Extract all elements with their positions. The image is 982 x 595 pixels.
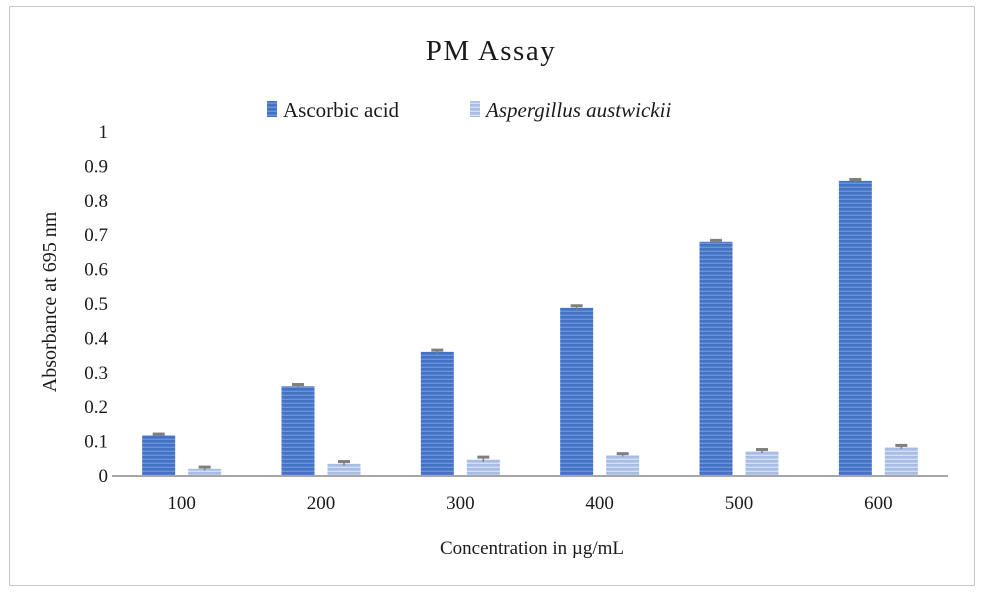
error-cap	[756, 448, 768, 452]
bar-aspergillus-austwickii-500	[745, 451, 779, 475]
x-axis: 100 200 300 400 500 600	[112, 475, 948, 514]
bar-aspergillus-austwickii-300	[466, 459, 500, 475]
bar-ascorbic-acid-500	[699, 241, 733, 475]
x-tick-label: 400	[585, 493, 614, 514]
chart-frame	[9, 6, 975, 586]
y-tick-label: 0.9	[84, 156, 108, 177]
bar-ascorbic-acid-300	[420, 351, 454, 475]
y-tick-label: 1	[99, 122, 109, 143]
error-cap	[431, 348, 444, 352]
bars	[142, 178, 918, 475]
y-tick-label: 0.4	[84, 328, 108, 349]
y-tick-label: 0.8	[84, 191, 108, 212]
bar-ascorbic-acid-200	[281, 386, 315, 475]
x-tick-label: 600	[864, 493, 893, 514]
bar-ascorbic-acid-600	[838, 180, 872, 475]
error-cap	[616, 452, 629, 456]
legend-label: Ascorbic acid	[283, 98, 400, 122]
y-tick-label: 0.2	[84, 397, 108, 418]
y-tick-label: 0.5	[84, 294, 108, 315]
bar-aspergillus-austwickii-600	[884, 447, 918, 475]
error-cap	[570, 304, 583, 308]
y-tick-label: 0.7	[84, 225, 108, 246]
chart-title: PM Assay	[426, 35, 556, 67]
bar-ascorbic-acid-100	[142, 435, 176, 475]
error-cap	[152, 432, 165, 436]
legend: Ascorbic acid Aspergillus austwickii	[267, 98, 671, 122]
y-tick-label: 0.6	[84, 260, 108, 281]
bar-aspergillus-austwickii-200	[327, 463, 361, 475]
x-tick-label: 100	[167, 493, 196, 514]
x-tick-label: 500	[725, 493, 754, 514]
bar-ascorbic-acid-400	[560, 307, 594, 475]
y-tick-label: 0.1	[84, 432, 108, 453]
error-cap	[895, 443, 908, 447]
error-cap	[198, 465, 211, 469]
legend-swatch	[470, 101, 480, 117]
x-axis-label: Concentration in µg/mL	[440, 538, 624, 559]
legend-swatch	[267, 101, 277, 117]
error-cap	[292, 383, 304, 387]
y-axis: 0 0.1 0.2 0.3 0.4 0.5 0.6 0.7 0.8 0.9 1	[84, 122, 108, 487]
y-tick-label: 0	[99, 466, 109, 487]
x-tick-label: 300	[446, 493, 475, 514]
x-tick-label: 200	[307, 493, 336, 514]
error-cap	[338, 460, 350, 464]
y-axis-label: Absorbance at 695 nm	[39, 211, 61, 392]
bar-aspergillus-austwickii-400	[606, 455, 640, 475]
y-tick-label: 0.3	[84, 363, 108, 384]
error-cap	[477, 455, 490, 459]
bar-aspergillus-austwickii-100	[188, 468, 222, 475]
legend-label: Aspergillus austwickii	[484, 98, 671, 122]
error-cap	[849, 178, 862, 182]
error-cap	[710, 238, 722, 242]
